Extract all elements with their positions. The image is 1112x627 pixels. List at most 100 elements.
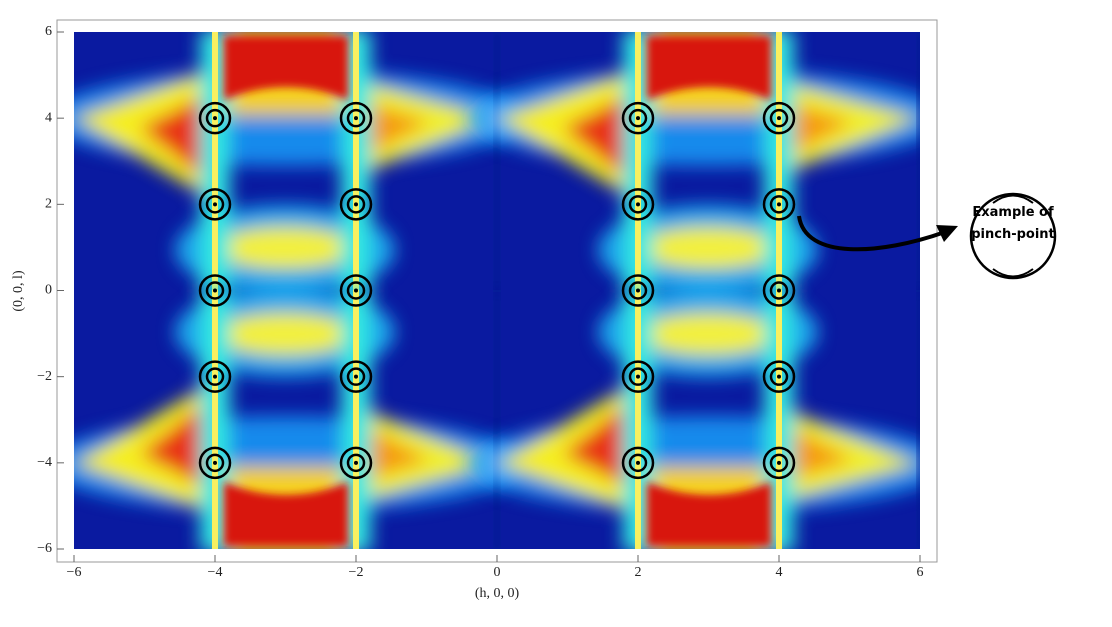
center-dot — [354, 202, 358, 207]
inner-ring — [205, 108, 225, 128]
y-axis-label: (0, 0, l) — [11, 270, 26, 312]
pinch-point-marker — [621, 101, 655, 135]
center-dot — [354, 116, 358, 121]
inner-ring — [628, 281, 648, 300]
annotation-text: Example of — [972, 205, 1054, 220]
pinch-point-marker — [762, 360, 796, 393]
center-dot — [354, 374, 358, 379]
inner-ring — [205, 453, 225, 473]
pinch-point-marker — [198, 188, 232, 221]
center-dot — [354, 460, 358, 465]
outer-ring — [621, 188, 655, 221]
center-dot — [636, 374, 640, 379]
center-dot — [636, 202, 640, 207]
pinch-point-marker — [621, 274, 655, 307]
annotation: Example of pinch-point — [797, 192, 1057, 280]
outer-ring — [339, 446, 373, 480]
inner-ring — [628, 108, 648, 128]
outer-ring — [339, 360, 373, 393]
outer-ring — [762, 446, 796, 480]
inner-ring — [346, 281, 366, 300]
outer-ring — [762, 188, 796, 221]
center-dot — [777, 202, 781, 207]
center-dot — [213, 460, 217, 465]
inner-ring — [628, 453, 648, 473]
x-tick-label: −4 — [208, 565, 223, 580]
outer-ring — [621, 446, 655, 480]
outer-ring — [198, 188, 232, 221]
pinch-point-marker — [762, 446, 796, 480]
center-dot — [777, 116, 781, 121]
pinch-point-marker — [762, 274, 796, 307]
outer-ring — [198, 446, 232, 480]
inner-ring — [769, 108, 789, 128]
y-tick-label: 2 — [45, 197, 52, 212]
pinch-point-marker — [198, 360, 232, 393]
y-tick-label: 0 — [45, 283, 52, 298]
center-dot — [213, 374, 217, 379]
center-dot — [636, 288, 640, 293]
outer-ring — [198, 360, 232, 393]
center-dot — [777, 374, 781, 379]
inner-ring — [769, 281, 789, 300]
pinch-point-marker — [339, 360, 373, 393]
outer-ring — [339, 101, 373, 135]
outer-ring — [339, 188, 373, 221]
heatmap — [74, 32, 920, 549]
outer-ring — [762, 274, 796, 307]
y-tick-label: 6 — [45, 24, 52, 39]
outer-ring — [621, 274, 655, 307]
y-tick-label: −2 — [37, 369, 52, 384]
center-dot — [213, 202, 217, 207]
inner-ring — [346, 453, 366, 473]
outer-ring — [762, 360, 796, 393]
inner-ring — [346, 195, 366, 214]
pinch-point-marker — [621, 188, 655, 221]
pinch-point-marker — [339, 274, 373, 307]
inner-ring — [769, 195, 789, 214]
center-dot — [354, 288, 358, 293]
pinch-point-marker — [198, 101, 232, 135]
x-tick-label: −6 — [67, 565, 82, 580]
y-tick-label: −4 — [37, 455, 52, 470]
pinch-point-marker — [762, 188, 796, 221]
center-dot — [777, 460, 781, 465]
center-dot — [636, 460, 640, 465]
y-tick-label: 4 — [45, 110, 52, 125]
x-axis-label: (h, 0, 0) — [475, 586, 520, 601]
pinch-point-marker — [198, 274, 232, 307]
inner-ring — [205, 367, 225, 386]
outer-ring — [621, 360, 655, 393]
pinch-point-marker — [339, 101, 373, 135]
pinch-point-marker — [339, 188, 373, 221]
inner-ring — [205, 281, 225, 300]
outer-ring — [198, 101, 232, 135]
pinch-point-marker — [198, 446, 232, 480]
center-dot — [777, 288, 781, 293]
pinch-point-marker — [762, 101, 796, 135]
center-dot — [636, 116, 640, 121]
pinch-point-marker — [339, 446, 373, 480]
x-tick-label: 2 — [635, 565, 642, 580]
outer-ring — [198, 274, 232, 307]
outer-ring — [762, 101, 796, 135]
annotation-text: pinch-point — [971, 227, 1055, 242]
x-tick-label: −2 — [349, 565, 364, 580]
outer-ring — [621, 101, 655, 135]
inner-ring — [346, 108, 366, 128]
center-dot — [213, 288, 217, 293]
inner-ring — [628, 195, 648, 214]
inner-ring — [205, 195, 225, 214]
inner-ring — [769, 367, 789, 386]
inner-ring — [769, 453, 789, 473]
x-tick-label: 4 — [776, 565, 783, 580]
pinch-point-marker — [621, 446, 655, 480]
x-tick-label: 6 — [917, 565, 924, 580]
pinch-point-marker — [621, 360, 655, 393]
inner-ring — [346, 367, 366, 386]
y-tick-label: −6 — [37, 541, 52, 556]
inner-ring — [628, 367, 648, 386]
center-dot — [213, 116, 217, 121]
x-tick-label: 0 — [494, 565, 501, 580]
